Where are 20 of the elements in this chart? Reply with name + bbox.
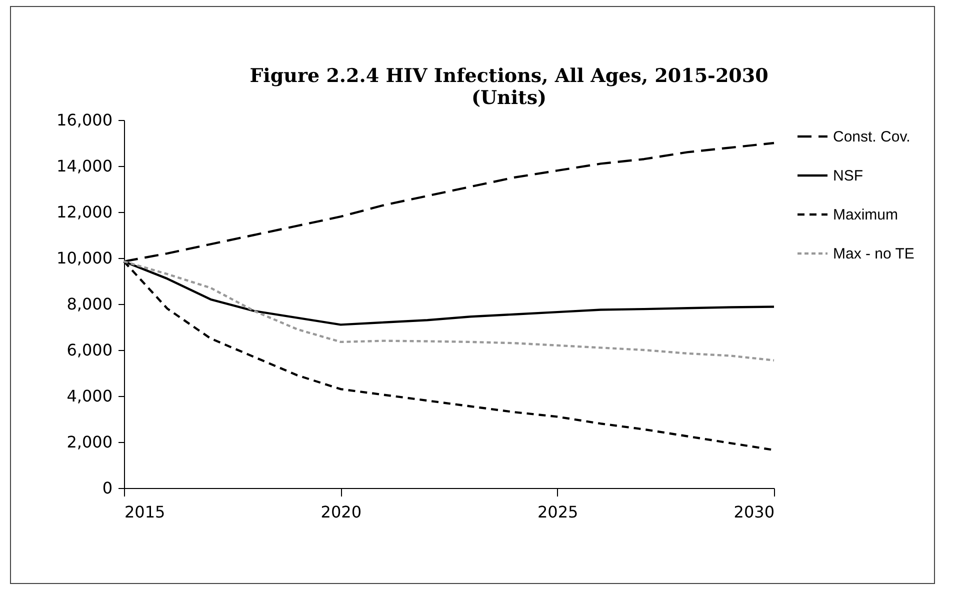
y-tick-label: 16,000 <box>56 110 112 130</box>
y-tick-label: 4,000 <box>66 386 112 406</box>
legend-label: Max - no TE <box>833 246 914 262</box>
line-series <box>122 260 776 362</box>
legend-label: NSF <box>833 168 863 184</box>
y-tick-label: 12,000 <box>56 202 112 222</box>
legend-label: Const. Cov. <box>833 128 910 146</box>
y-tick-label: 10,000 <box>56 248 112 268</box>
x-tick-label: 2015 <box>124 502 166 522</box>
y-tick-label: 0 <box>102 478 112 498</box>
x-tick-label: 2020 <box>320 502 362 522</box>
y-tick-label: 2,000 <box>66 432 112 452</box>
x-tick-label: 2030 <box>734 502 774 522</box>
legend-label: Maximum <box>833 206 898 224</box>
chart-title: Figure 2.2.4 HIV Infections, All Ages, 2015-2030 <box>250 65 768 87</box>
y-tick-label: 14,000 <box>56 156 112 176</box>
y-tick-label: 8,000 <box>66 294 112 314</box>
x-tick-label: 2025 <box>537 502 578 522</box>
chart-subtitle: (Units) <box>471 87 547 109</box>
y-tick-label: 6,000 <box>66 340 112 360</box>
